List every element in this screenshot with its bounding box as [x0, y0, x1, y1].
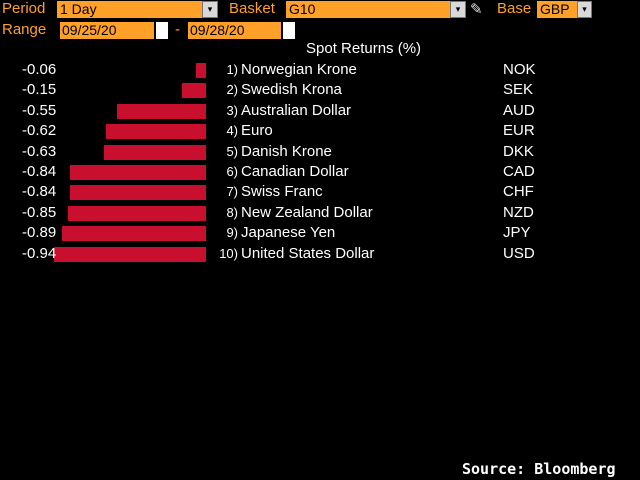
- range-start-field[interactable]: 09/25/20: [60, 22, 154, 39]
- value-label: -0.94: [22, 244, 57, 262]
- rank-label: 6): [226, 164, 238, 179]
- period-field[interactable]: 1 Day: [57, 1, 202, 18]
- value-label: -0.55: [22, 101, 57, 119]
- range-label: Range: [2, 21, 47, 38]
- currency-name[interactable]: Swiss Franc: [241, 183, 323, 201]
- value-label: -0.63: [22, 142, 57, 160]
- currency-name[interactable]: Canadian Dollar: [241, 163, 349, 180]
- pencil-icon[interactable]: ✎: [470, 1, 483, 18]
- period-label: Period: [2, 0, 46, 17]
- value-label: -0.06: [22, 61, 57, 78]
- rank-label: 9): [226, 225, 238, 241]
- currency-name[interactable]: United States Dollar: [241, 244, 375, 262]
- currency-name[interactable]: Euro: [241, 122, 273, 140]
- chart-row[interactable]: -0.62 4) Euro EUR: [0, 121, 640, 141]
- value-label: -0.84: [22, 183, 57, 201]
- basket-dropdown-icon[interactable]: ▾: [450, 1, 466, 18]
- currency-code: CAD: [503, 163, 535, 180]
- return-bar: [105, 124, 206, 140]
- return-bar: [181, 83, 206, 99]
- currency-code: DKK: [503, 142, 534, 160]
- range-start-calendar-icon[interactable]: [156, 22, 168, 39]
- rank-label: 2): [226, 82, 238, 98]
- return-bar: [69, 165, 206, 180]
- chart-title: Spot Returns (%): [306, 40, 422, 57]
- return-bar: [61, 226, 206, 242]
- currency-name[interactable]: New Zealand Dollar: [241, 203, 373, 221]
- currency-name[interactable]: Swedish Krona: [241, 81, 342, 99]
- rank-label: 7): [226, 184, 238, 200]
- currency-code: SEK: [503, 81, 534, 99]
- currency-code: NZD: [503, 203, 534, 221]
- chart-row[interactable]: -0.94 10) United States Dollar USD: [0, 244, 640, 264]
- value-label: -0.15: [22, 81, 57, 99]
- chart-row[interactable]: -0.15 2) Swedish Krona SEK: [0, 80, 640, 100]
- rank-label: 8): [226, 204, 238, 220]
- value-label: -0.84: [22, 163, 57, 180]
- base-dropdown-icon[interactable]: ▾: [577, 1, 592, 18]
- currency-name[interactable]: Norwegian Krone: [241, 61, 357, 78]
- return-bar: [68, 205, 206, 221]
- spot-returns-chart: -0.06 1) Norwegian Krone NOK -0.15 2) Swedish …: [0, 60, 640, 270]
- rank-label: 4): [226, 123, 238, 139]
- return-bar: [103, 144, 206, 160]
- value-label: -0.85: [22, 203, 57, 221]
- base-label: Base: [497, 0, 532, 17]
- currency-code: NOK: [503, 61, 536, 78]
- chart-row[interactable]: -0.63 5) Danish Krone DKK: [0, 142, 640, 162]
- chart-row[interactable]: -0.06 1) Norwegian Krone NOK: [0, 60, 640, 80]
- rank-label: 3): [226, 102, 238, 118]
- currency-name[interactable]: Danish Krone: [241, 142, 332, 160]
- currency-code: AUD: [503, 101, 535, 119]
- basket-label: Basket: [229, 0, 275, 17]
- chart-row[interactable]: -0.85 8) New Zealand Dollar NZD: [0, 203, 640, 223]
- return-bar: [116, 103, 206, 119]
- return-bar: [53, 246, 206, 262]
- rank-label: 10): [219, 245, 238, 261]
- currency-code: CHF: [503, 183, 534, 201]
- base-field[interactable]: GBP: [537, 1, 577, 18]
- currency-name[interactable]: Japanese Yen: [241, 224, 336, 242]
- value-label: -0.89: [22, 224, 57, 242]
- value-label: -0.62: [22, 122, 57, 140]
- currency-name[interactable]: Australian Dollar: [241, 101, 352, 119]
- chart-row[interactable]: -0.89 9) Japanese Yen JPY: [0, 223, 640, 243]
- currency-code: EUR: [503, 122, 535, 140]
- basket-field[interactable]: G10: [286, 1, 450, 18]
- chart-row[interactable]: -0.84 6) Canadian Dollar CAD: [0, 162, 640, 182]
- currency-code: USD: [503, 244, 535, 262]
- currency-code: JPY: [503, 224, 531, 242]
- chart-row[interactable]: -0.55 3) Australian Dollar AUD: [0, 101, 640, 121]
- chart-row[interactable]: -0.84 7) Swiss Franc CHF: [0, 182, 640, 202]
- range-separator: -: [175, 21, 180, 38]
- source-footer: Source: Bloomberg: [462, 460, 616, 478]
- range-end-calendar-icon[interactable]: [283, 22, 295, 39]
- rank-label: 1): [226, 62, 238, 77]
- rank-label: 5): [226, 143, 238, 159]
- return-bar: [196, 63, 206, 78]
- period-dropdown-icon[interactable]: ▾: [202, 1, 218, 18]
- return-bar: [69, 185, 206, 201]
- range-end-field[interactable]: 09/28/20: [188, 22, 281, 39]
